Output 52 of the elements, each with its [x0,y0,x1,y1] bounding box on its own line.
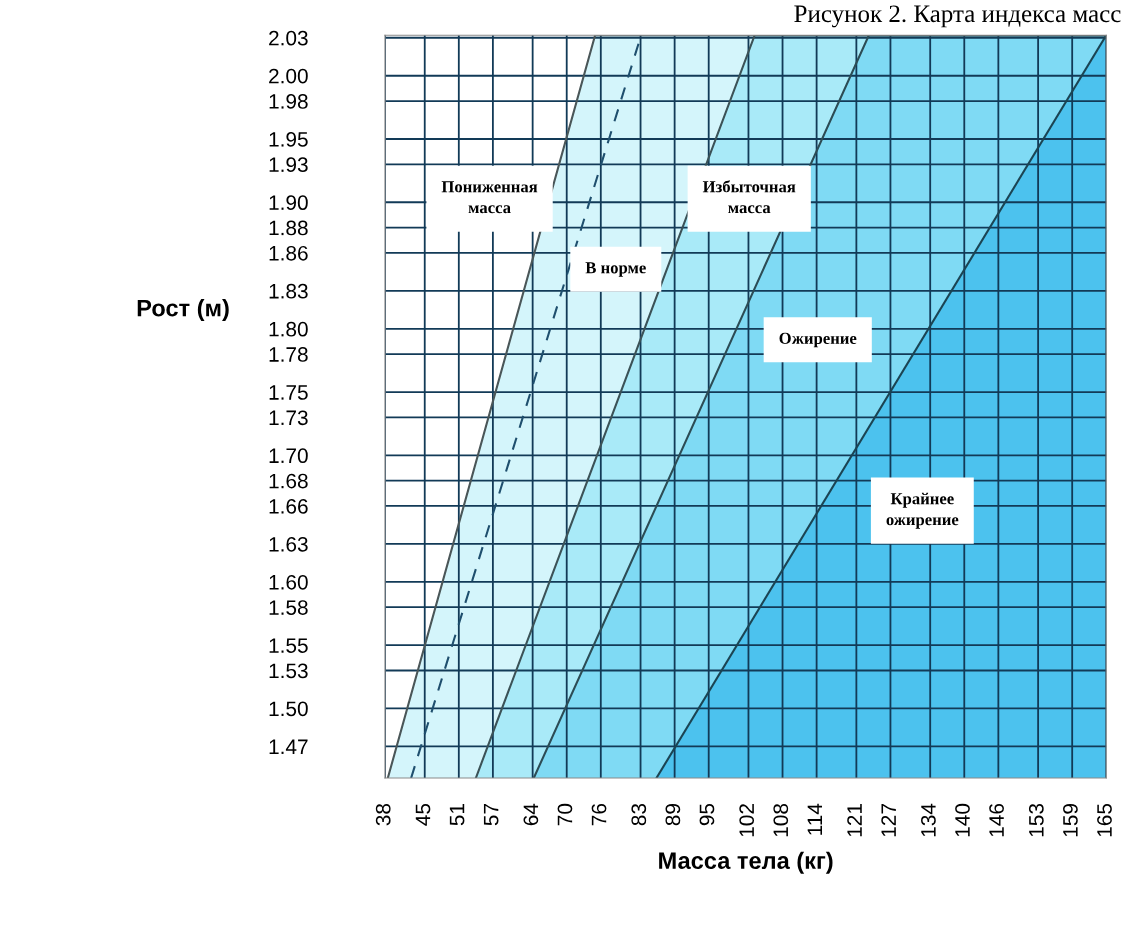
y-tick-label: 1.75 [269,385,308,400]
annotation: Ожирение [779,332,857,348]
y-tick-label: 1.50 [269,701,308,717]
y-tick-label: 1.98 [269,94,308,109]
y-tick-label: 1.70 [269,448,308,464]
x-tick-label: 165 [1097,803,1112,837]
y-tick-label: 1.78 [269,347,308,362]
x-tick-label: 114 [807,803,822,835]
x-tick-label: 38 [375,803,391,826]
x-tick-label: 76 [591,803,607,826]
x-tick-label: 64 [523,803,539,826]
x-tick-label: 51 [449,804,465,826]
y-tick-label: 2.00 [269,68,308,84]
y-tick-label: 1.83 [269,283,308,299]
annotation: Крайнее ожирение [886,492,959,529]
y-tick-label: 1.95 [269,132,308,147]
x-tick-label: 121 [847,804,862,837]
x-tick-label: 102 [739,804,755,837]
y-tick-label: 1.63 [269,536,308,552]
y-tick-label: 1.80 [269,321,308,337]
x-tick-label: 83 [631,803,647,826]
x-tick-label: 127 [881,804,896,837]
y-tick-label: 1.93 [269,157,308,173]
y-tick-label: 2.03 [269,30,308,46]
x-tick-label: 159 [1063,804,1078,837]
x-tick-label: 108 [773,803,789,837]
x-tick-label: 146 [989,803,1004,837]
x-tick-label: 89 [665,804,681,826]
y-tick-label: 1.88 [269,220,308,236]
annotation: Пониженная масса [441,181,538,214]
x-tick-label: 57 [483,804,499,826]
y-tick-label: 1.66 [269,498,308,514]
x-tick-label: 95 [699,803,715,826]
annotation: Избыточная масса [702,180,796,214]
y-axis-title: Рост (м) [137,299,229,322]
x-tick-label: 45 [415,803,431,826]
y-tick-label: 1.53 [269,663,308,679]
y-tick-label: 1.55 [269,638,308,653]
x-tick-label: 153 [1028,803,1044,837]
x-axis-title: Масса тела (кг) [659,851,833,874]
y-tick-label: 1.68 [269,473,308,489]
y-tick-label: 1.58 [269,600,308,615]
y-tick-label: 1.47 [269,739,308,754]
y-tick-label: 1.90 [269,195,308,211]
y-tick-label: 1.86 [269,245,308,261]
y-tick-label: 1.73 [269,410,308,426]
x-tick-label: 70 [557,803,573,826]
annotation: В норме [585,262,646,277]
chart-title: Рисунок 2. Карта индекса масс [794,5,1121,28]
x-tick-label: 140 [955,803,970,837]
y-tick-label: 1.60 [269,574,308,590]
x-tick-label: 134 [921,803,936,837]
